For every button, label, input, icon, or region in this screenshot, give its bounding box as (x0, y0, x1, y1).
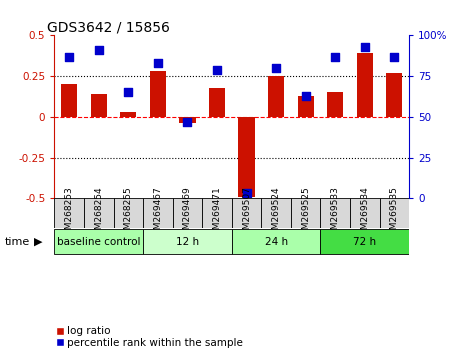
Bar (350, 198, 379, 228)
Bar (91, 94, 107, 117)
Point (154, 60, 162, 66)
Bar (61, 84, 77, 117)
Text: GSM269535: GSM269535 (390, 186, 399, 241)
Point (272, 65, 280, 71)
Text: time: time (5, 236, 30, 247)
Bar (143, 198, 173, 228)
Bar (320, 229, 409, 253)
Bar (320, 198, 350, 228)
Point (332, 54, 339, 59)
Text: GSM269533: GSM269533 (331, 186, 340, 241)
Point (302, 93, 309, 98)
Bar (173, 198, 202, 228)
Bar (209, 87, 225, 117)
Text: GSM268255: GSM268255 (124, 186, 133, 241)
Bar (238, 117, 254, 196)
Bar (268, 76, 284, 117)
Text: GSM269467: GSM269467 (153, 186, 162, 241)
Text: 72 h: 72 h (353, 236, 377, 247)
Bar (379, 198, 409, 228)
Bar (84, 198, 114, 228)
Point (391, 54, 398, 59)
Point (243, 190, 250, 196)
Text: ▶: ▶ (34, 236, 43, 247)
Point (213, 67, 221, 73)
Point (184, 119, 191, 125)
Bar (202, 198, 232, 228)
Bar (232, 198, 261, 228)
Point (65, 54, 73, 59)
Bar (54, 229, 143, 253)
Text: 24 h: 24 h (264, 236, 288, 247)
Text: GSM269525: GSM269525 (301, 186, 310, 241)
Bar (291, 198, 320, 228)
Text: GSM269471: GSM269471 (212, 186, 221, 241)
Bar (298, 96, 314, 117)
Bar (179, 117, 195, 123)
Bar (327, 92, 343, 117)
Bar (143, 229, 232, 253)
Text: GSM268254: GSM268254 (94, 186, 103, 241)
Legend: log ratio, percentile rank within the sample: log ratio, percentile rank within the sa… (55, 325, 244, 349)
Point (95, 47, 103, 53)
Bar (114, 198, 143, 228)
Bar (232, 229, 320, 253)
Text: GSM269534: GSM269534 (360, 186, 369, 241)
Bar (54, 198, 84, 228)
Text: GSM269524: GSM269524 (272, 186, 280, 241)
Text: 12 h: 12 h (176, 236, 199, 247)
Point (361, 44, 368, 50)
Bar (150, 71, 166, 117)
Text: GSM268253: GSM268253 (65, 186, 74, 241)
Bar (386, 73, 403, 117)
Point (124, 90, 132, 95)
Bar (261, 198, 291, 228)
Text: GSM269507: GSM269507 (242, 186, 251, 241)
Text: baseline control: baseline control (57, 236, 140, 247)
Bar (357, 53, 373, 117)
Text: GSM269469: GSM269469 (183, 186, 192, 241)
Bar (120, 112, 136, 117)
Text: GDS3642 / 15856: GDS3642 / 15856 (47, 20, 170, 34)
